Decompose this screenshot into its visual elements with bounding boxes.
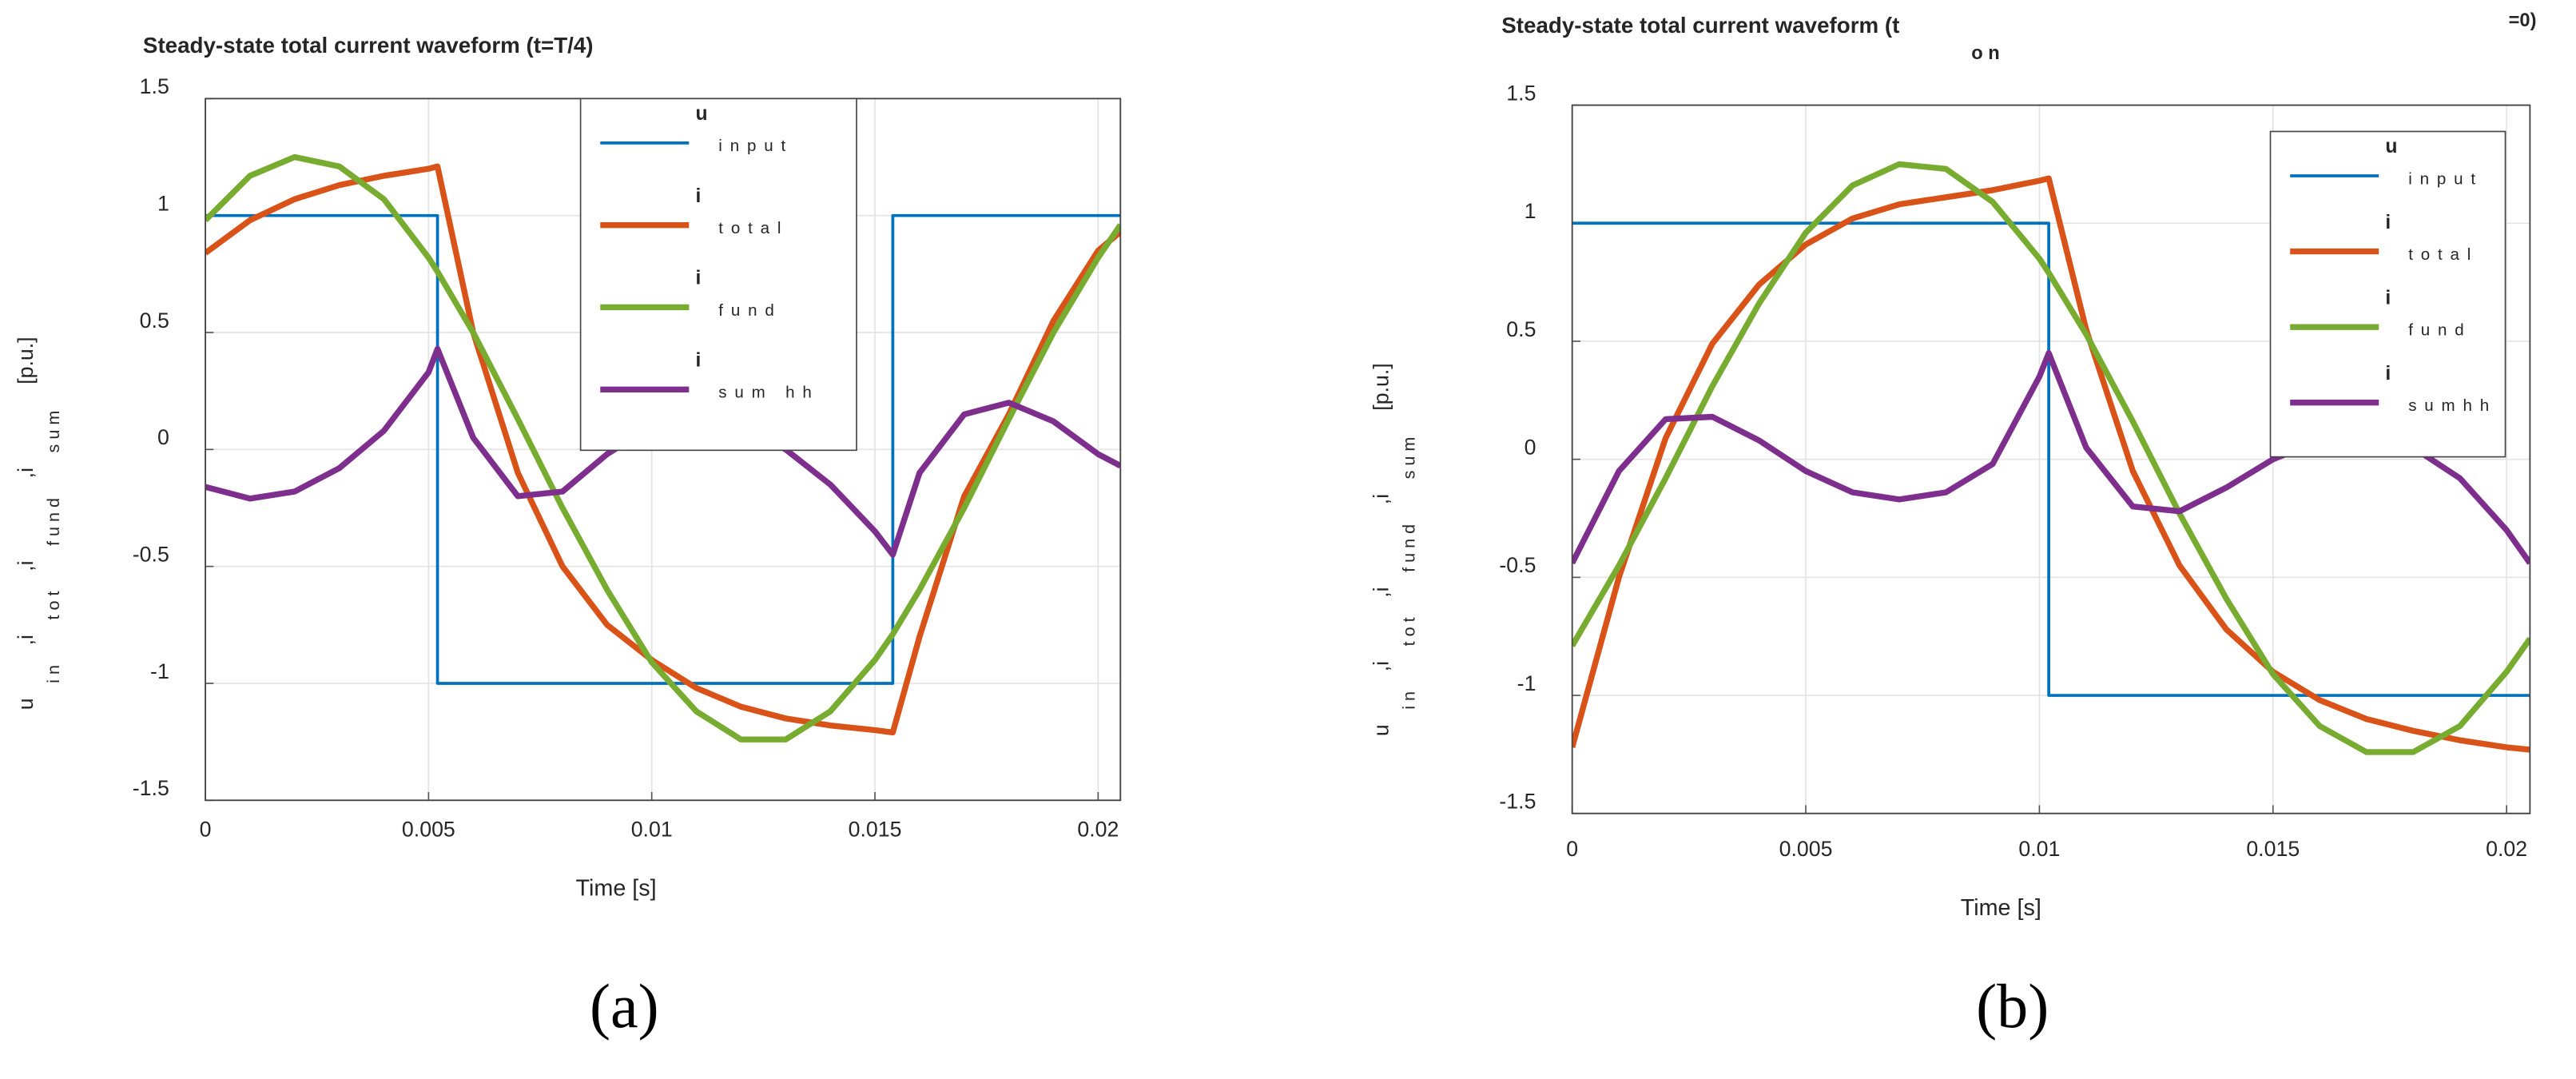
x-tick-label: 0 <box>200 818 212 842</box>
y-label-part: ,i <box>1369 587 1393 597</box>
x-tick-label: 0.005 <box>1779 837 1833 861</box>
chart-title: Steady-state total current waveform (t <box>1501 13 1899 38</box>
chart-title: Steady-state total current waveform (t=T… <box>143 33 594 58</box>
chart-title: o n <box>1971 43 1999 64</box>
series-line <box>1572 161 2530 755</box>
x-tick-label: 0.02 <box>1077 818 1119 842</box>
y-label-sub: i n <box>43 665 63 683</box>
y-label-sub: f u n d <box>1398 524 1418 572</box>
y-tick-label: 0.5 <box>140 309 169 332</box>
chart-title: =0) <box>2509 10 2537 31</box>
series-line <box>205 163 1121 736</box>
legend: u i n p u t i t o t a l i f u n d i s u m h h <box>2269 130 2506 458</box>
legend-sublabel: f u n d <box>718 301 776 320</box>
y-label-part: ,i <box>14 635 38 645</box>
axes-box <box>1571 104 2531 814</box>
chart: 1.5 1 0.5 0 -0.5 -1 -1.5 0 0.005 0.01 0.015 0.02 u i … <box>14 33 1122 1041</box>
y-tick-label: 1.5 <box>1506 81 1536 105</box>
y-tick-label: -0.5 <box>133 542 169 566</box>
y-tick-label: -1.5 <box>1499 790 1536 814</box>
y-axis-label: u i n ,i t o t ,i f u n d ,i s u m [p.u.] <box>14 336 63 710</box>
x-axis-label: Time [s] <box>1961 895 2041 921</box>
y-label-unit: [p.u.] <box>1369 363 1393 410</box>
legend-sublabel: f u n d <box>2408 321 2466 339</box>
y-label-part: ,i <box>1369 494 1393 504</box>
legend-sublabel: t o t a l <box>718 219 782 237</box>
y-label-part: ,i <box>1369 661 1393 671</box>
y-label-sub: s u m <box>1398 437 1418 480</box>
y-label-sub: t o t <box>43 591 63 620</box>
y-label-sub: s u m <box>43 411 63 453</box>
y-tick-label: 1 <box>1525 199 1536 223</box>
legend-sublabel: i n p u t <box>718 137 787 155</box>
legend-label: i <box>696 185 702 207</box>
y-axis-label: u i n ,i t o t ,i f u n d ,i s u m [p.u.] <box>1369 363 1418 736</box>
legend-sublabel: s u m h h <box>2408 396 2491 415</box>
legend: u i n p u t i t o t a l i f u n d i s u m h h <box>579 98 857 452</box>
legend-label: u <box>696 103 708 125</box>
panel-label: (a) <box>590 971 659 1041</box>
chart: 1.5 1 0.5 0 -0.5 -1 -1.5 0 0.005 0.01 0.015 0.02 u i … <box>1369 10 2536 1041</box>
y-tick-label: 0 <box>157 425 169 449</box>
legend-label: i <box>696 349 702 371</box>
y-tick-label: -1 <box>150 659 169 683</box>
series-line <box>1572 175 2530 753</box>
legend-sublabel: t o t a l <box>2408 245 2472 264</box>
x-tick-label: 0 <box>1566 837 1578 861</box>
y-label-unit: [p.u.] <box>14 336 38 384</box>
series-line <box>205 153 1121 743</box>
y-label-part: u <box>1369 724 1393 736</box>
x-tick-label: 0.01 <box>631 818 673 842</box>
y-label-sub: t o t <box>1398 617 1418 646</box>
y-label-part: ,i <box>14 560 38 571</box>
legend-sublabel: i n p u t <box>2408 169 2477 188</box>
x-tick-label: 0.01 <box>2018 837 2060 861</box>
y-label-sub: i n <box>1398 691 1418 710</box>
x-tick-label: 0.005 <box>402 818 455 842</box>
y-label-part: ,i <box>14 468 38 478</box>
series-line <box>1572 221 2530 697</box>
y-label-part: u <box>14 698 38 710</box>
x-tick-label: 0.015 <box>2246 837 2300 861</box>
panel-label: (b) <box>1976 971 2049 1041</box>
x-tick-label: 0.015 <box>849 818 902 842</box>
y-tick-label: 0.5 <box>1506 317 1536 341</box>
y-tick-label: -1.5 <box>133 776 169 800</box>
y-tick-label: 1 <box>157 192 169 216</box>
y-tick-label: 1.5 <box>140 74 169 98</box>
x-tick-label: 0.02 <box>2486 837 2527 861</box>
legend-label: u <box>2385 136 2397 157</box>
y-tick-label: -0.5 <box>1499 553 1536 577</box>
x-axis-label: Time [s] <box>575 876 656 902</box>
y-label-sub: f u n d <box>43 498 63 546</box>
y-tick-label: -1 <box>1517 671 1536 695</box>
y-tick-label: 0 <box>1525 435 1536 459</box>
legend-label: i <box>2385 212 2391 233</box>
legend-label: i <box>2385 287 2391 309</box>
legend-label: i <box>696 268 702 289</box>
legend-label: i <box>2385 363 2391 384</box>
legend-sublabel: s u m h h <box>718 384 813 402</box>
